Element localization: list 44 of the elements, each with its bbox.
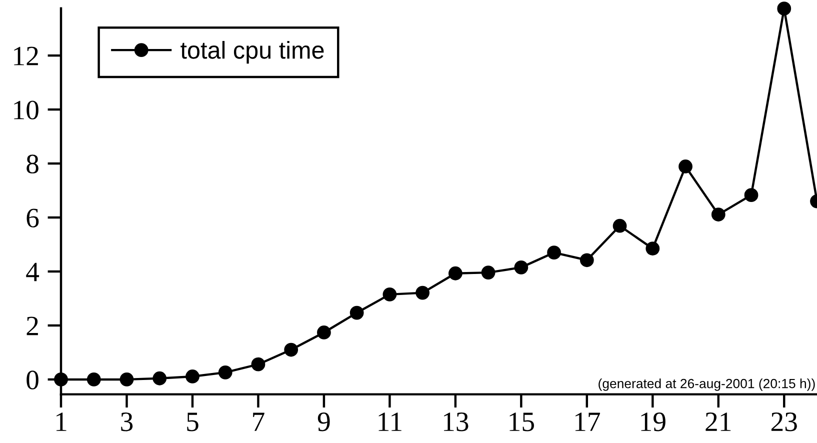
x-tick-label: 3 [121,412,133,432]
annotation: (generated at 26-aug-2001 (20:15 h)) [598,378,815,391]
point [580,253,594,268]
point [86,372,101,386]
point [514,260,528,274]
legend-label: total cpu time [180,40,324,64]
x-tick-label: 1 [56,412,66,431]
x-tick-label: 5 [187,412,198,432]
x-tick-label: 23 [771,412,797,432]
y-tick-label: 2 [26,316,38,336]
point [186,370,200,384]
point [317,326,331,340]
point [251,357,266,372]
point [350,306,364,320]
x-tick-label: 19 [641,412,666,432]
y-tick-label: 0 [26,370,38,390]
y-tick-label: 4 [26,262,40,282]
point [120,372,134,386]
point [711,208,726,222]
point [547,246,561,260]
point [678,160,692,174]
point [152,371,167,386]
point [744,188,758,202]
x-tick-label: 11 [378,412,402,431]
x-tick-label: 17 [575,412,600,431]
point [448,266,462,280]
x-tick-label: 7 [253,412,264,431]
point [612,218,627,233]
point [382,287,397,302]
point [777,2,792,16]
point [218,365,232,380]
y-tick-label: 12 [14,46,38,66]
y-tick-label: 8 [26,154,38,174]
point [481,266,496,280]
y-tick-label: 10 [14,100,38,120]
y-tick-label: 6 [26,208,39,228]
x-tick-label: 13 [444,412,468,432]
point [284,342,298,357]
point [54,372,68,386]
point [646,242,660,256]
x-tick-label: 15 [510,412,534,432]
point [416,286,430,300]
x-tick-label: 21 [706,412,731,431]
x-tick-label: 9 [318,412,330,432]
